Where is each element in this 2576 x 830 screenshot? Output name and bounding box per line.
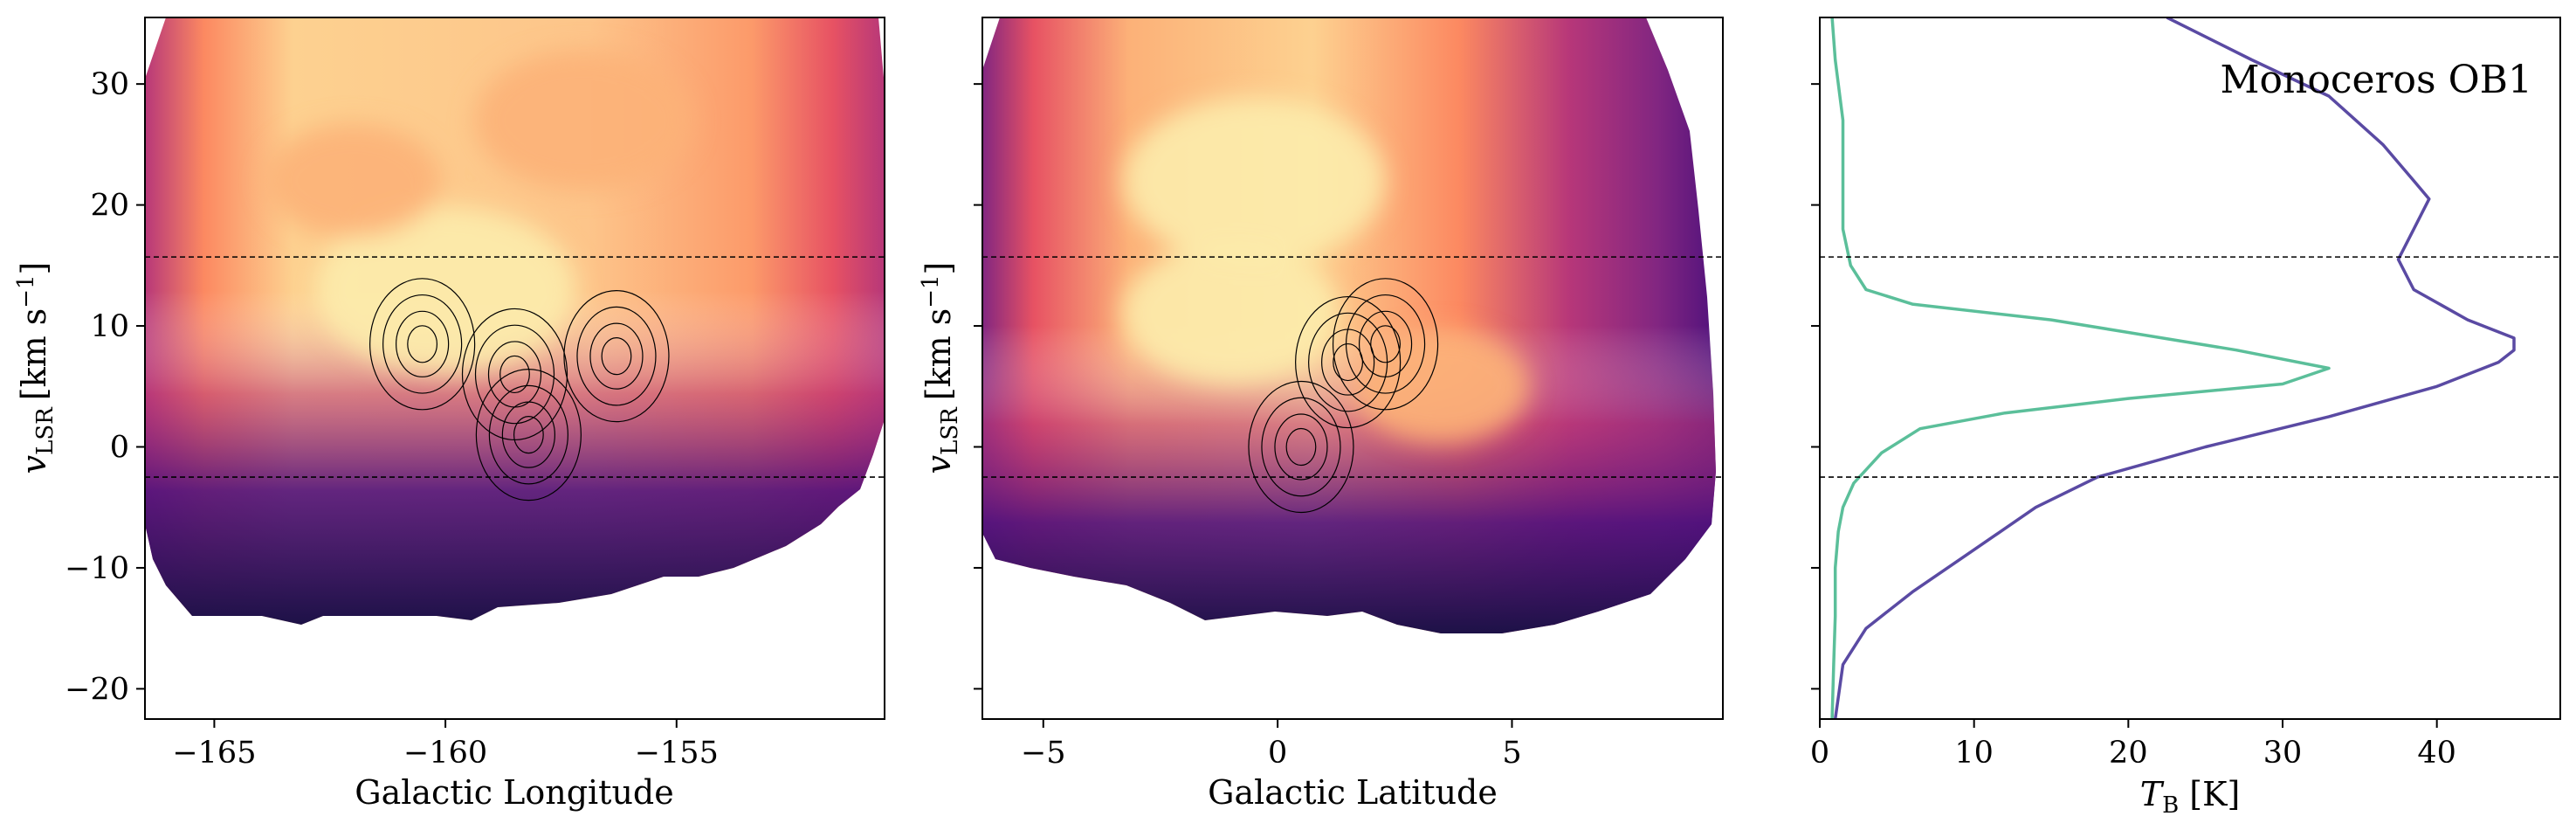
xlabel-sub: B <box>2162 792 2179 819</box>
contour-level <box>1261 397 1341 497</box>
contour-level <box>474 324 555 425</box>
spectrum-line <box>1830 17 2331 719</box>
ytick-label: 10 <box>90 309 129 344</box>
ytick-label: 30 <box>90 67 129 102</box>
contour-level <box>407 325 438 363</box>
spectrum-series <box>1830 17 2516 719</box>
ylabel-latitude: vLSR [km s−1] <box>918 262 963 474</box>
xticks-latitude: −5 0 5 <box>1021 719 1522 771</box>
ylabel-exp: −1 <box>918 274 944 308</box>
xtick-label: 0 <box>1268 736 1287 771</box>
ytick-label: 20 <box>90 189 129 224</box>
xlabel-unit: [K] <box>2179 775 2240 813</box>
contour-level <box>513 416 544 454</box>
xticks-longitude: −165 −160 −155 <box>172 719 719 771</box>
ylabel-exp: −1 <box>13 274 39 308</box>
emission-hotspot <box>474 50 693 190</box>
xlabel-t: T <box>2140 775 2165 813</box>
ylabel-unit: [km s <box>15 308 53 400</box>
xlabel-longitude: Galactic Longitude <box>355 773 674 812</box>
xticks-spectrum: 0 10 20 30 40 <box>1810 719 2456 771</box>
emission-hotspot <box>265 123 441 238</box>
contour-level <box>576 306 657 406</box>
panel-longitude: −20 −10 0 10 20 30 −165 −160 −155 Galactic Long… <box>13 17 885 812</box>
contour-level <box>1345 294 1426 394</box>
xlabel-spectrum: TB [K] <box>2140 775 2241 819</box>
ylabel-sub: LSR <box>32 406 59 455</box>
contour-level <box>1295 295 1402 429</box>
spectrum-line <box>1833 17 2516 719</box>
contour-level <box>499 355 530 394</box>
axes-frame-latitude <box>981 17 1724 720</box>
xtick-label: 30 <box>2263 736 2303 771</box>
contour-level <box>382 294 463 394</box>
panel-spectrum: 0 10 20 30 40 Monoceros OB1 TB [K] <box>1810 17 2561 819</box>
contour-level <box>589 322 644 390</box>
xlabel-latitude: Galactic Latitude <box>1208 773 1498 812</box>
contour-level <box>1358 310 1413 377</box>
contour-level <box>1274 413 1328 481</box>
ytick-label: −10 <box>65 551 129 586</box>
ylabel-close: ] <box>920 262 958 275</box>
axes-frame-longitude <box>144 17 885 720</box>
xtick-label: −5 <box>1021 736 1066 771</box>
axes-frame-spectrum <box>1819 17 2561 720</box>
xtick-label: −155 <box>635 736 719 771</box>
ytick-label: 0 <box>110 430 129 465</box>
xtick-label: −160 <box>403 736 487 771</box>
ytick-label: −20 <box>65 672 129 707</box>
spectrum-plot-area <box>1820 17 2560 719</box>
hlines-longitude <box>145 256 885 478</box>
contour-level <box>475 369 582 501</box>
contour-level <box>488 384 568 485</box>
ylabel-close: ] <box>15 262 53 275</box>
contour-level <box>1332 278 1439 411</box>
emission-hotspot <box>314 206 577 373</box>
emission-hotspot <box>1353 329 1529 444</box>
ylabel-longitude: vLSR [km s−1] <box>13 262 59 474</box>
xtick-label: 20 <box>2109 736 2148 771</box>
contour-level <box>601 337 632 376</box>
ylabel-sub: LSR <box>937 406 963 455</box>
emission-hotspot <box>1123 97 1386 264</box>
xtick-label: 5 <box>1502 736 1521 771</box>
contour-level <box>1370 325 1401 363</box>
contour-level <box>563 290 670 423</box>
contour-level <box>1333 342 1364 382</box>
contours-longitude <box>369 278 670 501</box>
heatmap-longitude <box>145 17 885 625</box>
yticks-latitude <box>974 83 982 690</box>
panel-latitude: −5 0 5 Galactic Latitude vLSR [km s−1] <box>918 17 1724 812</box>
xtick-label: 10 <box>1954 736 1994 771</box>
contour-level <box>369 278 476 411</box>
heatmap-latitude <box>982 17 1723 633</box>
contour-level <box>1248 380 1354 514</box>
contours-latitude <box>1248 278 1439 514</box>
yticks-longitude: −20 −10 0 10 20 30 <box>65 67 145 707</box>
xtick-label: −165 <box>172 736 256 771</box>
contour-level <box>396 310 450 377</box>
ylabel-v: v <box>15 454 53 474</box>
heatmap-latitude-hotspots <box>1121 97 1529 444</box>
heatmap-longitude-hotspots <box>265 50 693 373</box>
hlines-spectrum <box>1820 256 2560 478</box>
yticks-spectrum <box>1811 83 1820 690</box>
emission-hotspot <box>1121 244 1340 384</box>
xtick-label: 40 <box>2417 736 2456 771</box>
hlines-latitude <box>982 256 1723 478</box>
ylabel-v: v <box>920 454 958 474</box>
xtick-label: 0 <box>1810 736 1829 771</box>
contour-level <box>1285 427 1317 467</box>
ylabel-unit: [km s <box>920 308 958 400</box>
panel-title-monoceros: Monoceros OB1 <box>2220 58 2532 102</box>
contour-level <box>501 401 555 468</box>
